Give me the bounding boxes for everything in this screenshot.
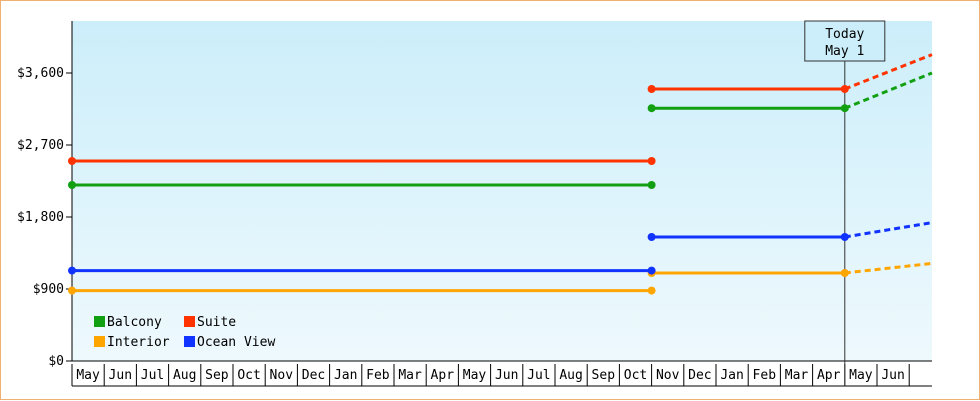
legend-label: Interior <box>107 335 170 350</box>
data-point <box>68 157 76 165</box>
series-group <box>68 53 933 295</box>
data-point <box>647 85 656 93</box>
x-tick-label: Nov <box>270 368 294 383</box>
series-suite <box>68 53 933 165</box>
x-tick-label: Apr <box>817 368 841 383</box>
x-tick-label: Feb <box>366 368 390 383</box>
x-tick-label: Mar <box>785 368 809 383</box>
data-point <box>647 266 656 275</box>
x-tick-label: Jul <box>141 368 164 383</box>
data-point <box>647 181 656 189</box>
legend-swatch <box>184 316 195 327</box>
projection-line <box>844 221 933 239</box>
series-ocean-view <box>68 221 933 275</box>
y-tick-label: $0 <box>48 354 64 369</box>
data-point <box>68 286 76 295</box>
legend-swatch <box>94 336 105 347</box>
x-tick-label: Oct <box>624 368 647 383</box>
data-point <box>647 104 656 113</box>
x-tick-label: Sep <box>205 368 229 383</box>
data-point <box>647 286 656 295</box>
x-tick-label: Dec <box>302 368 325 383</box>
legend-swatch <box>184 336 195 347</box>
y-tick-label: $1,800 <box>17 210 64 225</box>
today-label: Today <box>825 27 864 42</box>
today-marker: Today May 1 <box>804 20 886 386</box>
x-tick-label: Jun <box>881 368 904 383</box>
data-point <box>68 181 76 189</box>
x-tick-label: Jun <box>495 368 518 383</box>
today-date-label: May 1 <box>825 44 864 59</box>
data-point <box>647 157 656 165</box>
x-tick-label: Mar <box>398 368 422 383</box>
y-tick-label: $3,600 <box>17 66 64 81</box>
axes: $0 $900 $1,800 $2,700 $3,600 May Jun Jul Aug Sep O… <box>17 21 932 387</box>
legend: Balcony Suite Interior Ocean View <box>94 315 275 350</box>
legend-label: Balcony <box>107 315 162 330</box>
x-tick-label: Oct <box>237 368 260 383</box>
projection-line <box>844 261 933 275</box>
x-tick-label: Aug <box>559 368 582 383</box>
plot-background <box>72 21 932 361</box>
x-tick-label: Apr <box>431 368 455 383</box>
x-tick-label: Aug <box>173 368 196 383</box>
x-tick-label: May <box>76 368 100 383</box>
x-tick-label: Dec <box>688 368 711 383</box>
x-tick-label: Sep <box>592 368 616 383</box>
legend-swatch <box>94 316 105 327</box>
projection-line <box>844 53 933 91</box>
x-tick-label: May <box>849 368 873 383</box>
x-tick-label: Jan <box>334 368 357 383</box>
projection-line <box>844 71 933 110</box>
x-tick-label: May <box>463 368 487 383</box>
today-label-box <box>804 20 886 62</box>
series-balcony <box>68 71 933 189</box>
x-tick-label: Jul <box>527 368 550 383</box>
y-tick-label: $2,700 <box>17 138 64 153</box>
x-tick-label: Feb <box>753 368 777 383</box>
legend-label: Suite <box>197 315 236 330</box>
x-tick-label: Jun <box>109 368 132 383</box>
legend-label: Ocean View <box>197 335 275 350</box>
data-point <box>647 233 656 241</box>
x-tick-label: Jan <box>720 368 743 383</box>
data-point <box>68 266 76 275</box>
x-tick-label: Nov <box>656 368 680 383</box>
y-tick-label: $900 <box>33 282 64 297</box>
